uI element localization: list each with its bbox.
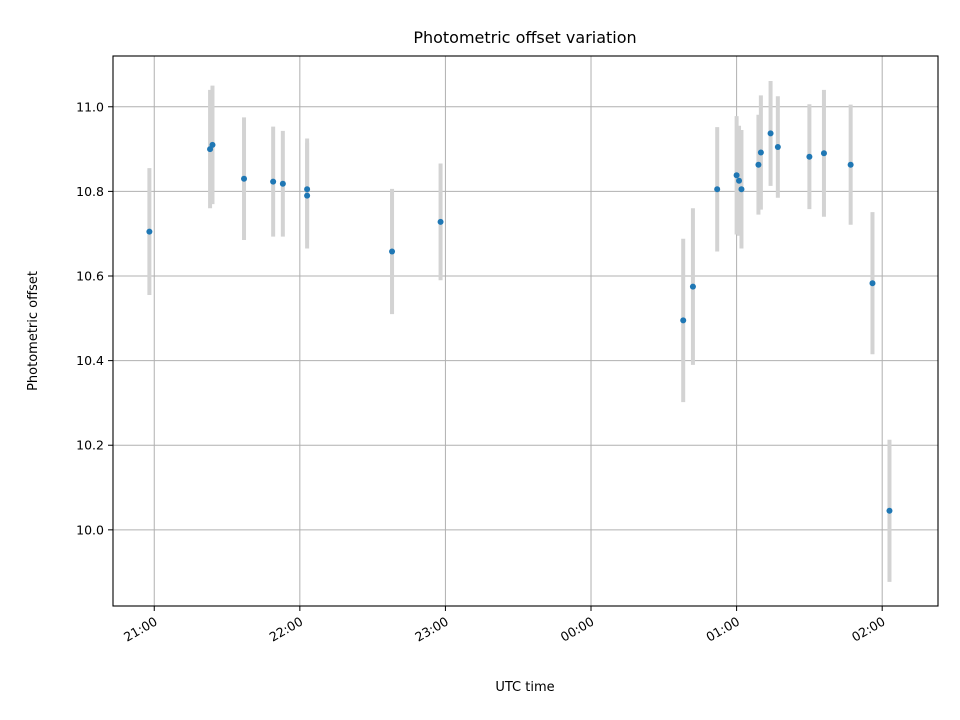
data-point xyxy=(279,180,286,187)
x-tick-label: 23:00 xyxy=(412,614,451,645)
x-tick-label: 02:00 xyxy=(849,614,888,645)
data-point xyxy=(774,143,781,150)
data-point xyxy=(736,177,743,184)
x-tick-label: 21:00 xyxy=(121,614,160,645)
data-point xyxy=(755,161,762,168)
y-axis-label: Photometric offset xyxy=(26,271,41,391)
data-point xyxy=(270,178,277,185)
grid-lines xyxy=(113,56,938,606)
x-tick-label: 22:00 xyxy=(267,614,306,645)
data-point xyxy=(209,141,216,148)
data-point xyxy=(304,186,311,193)
plot-area xyxy=(113,56,938,606)
data-point xyxy=(733,172,740,179)
y-axis-ticks: 10.0 10.2 10.4 10.6 10.8 11.0 xyxy=(76,99,113,537)
x-axis-ticks: 21:00 22:00 23:00 00:00 01:00 02:00 xyxy=(121,606,888,645)
y-tick-label: 11.0 xyxy=(76,99,104,114)
y-tick-label: 10.2 xyxy=(76,438,104,453)
x-axis-label: UTC time xyxy=(495,680,554,695)
x-tick-label: 01:00 xyxy=(703,614,742,645)
y-tick-label: 10.8 xyxy=(76,184,104,199)
chart-title: Photometric offset variation xyxy=(413,28,636,47)
data-point xyxy=(304,192,311,199)
data-point xyxy=(437,218,444,225)
data-point xyxy=(689,283,696,290)
data-point xyxy=(389,248,396,255)
data-point xyxy=(680,317,687,324)
data-point xyxy=(146,228,153,235)
data-point xyxy=(241,175,248,182)
data-point xyxy=(869,280,876,287)
x-tick-label: 00:00 xyxy=(558,614,597,645)
data-point xyxy=(738,186,745,193)
data-point xyxy=(847,161,854,168)
data-point xyxy=(767,130,774,137)
plot-border xyxy=(112,55,939,607)
data-points xyxy=(146,130,893,514)
data-point xyxy=(714,186,721,193)
y-tick-label: 10.6 xyxy=(76,269,104,284)
y-tick-label: 10.0 xyxy=(76,522,104,537)
y-tick-label: 10.4 xyxy=(76,353,104,368)
data-point xyxy=(757,149,764,156)
data-point xyxy=(806,153,813,160)
data-point xyxy=(820,150,827,157)
data-point xyxy=(886,507,893,514)
